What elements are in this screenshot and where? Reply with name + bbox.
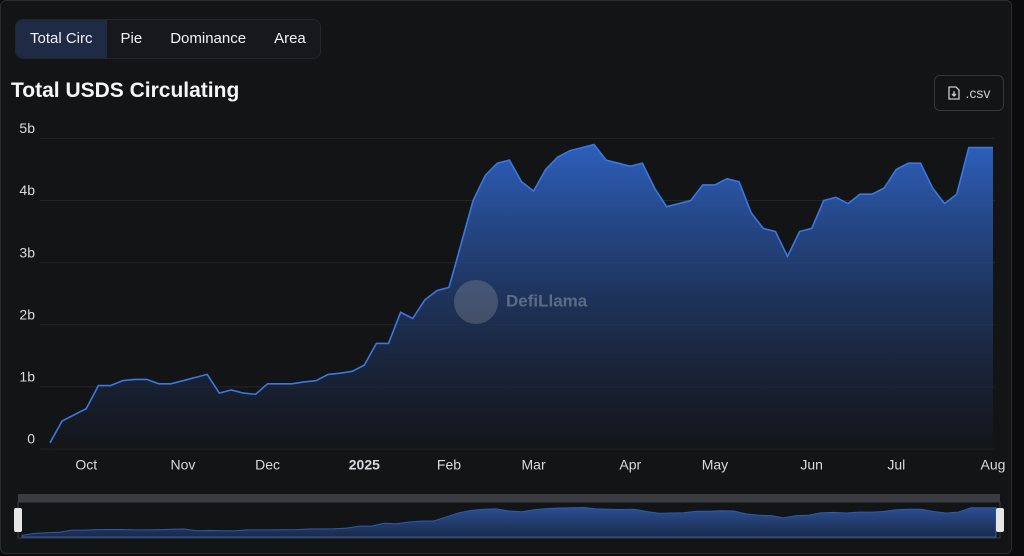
tab[interactable]: Area <box>274 30 306 47</box>
x-tick-label: Aug <box>981 457 1006 473</box>
y-tick-label: 0 <box>27 431 35 447</box>
tab-bar: Total Circ Pie Dominance Area <box>15 19 321 59</box>
watermark-logo <box>454 280 498 324</box>
tab[interactable]: Pie <box>120 30 143 47</box>
slider-right-handle[interactable] <box>996 508 1004 532</box>
watermark-text: DefiLlama <box>506 291 588 310</box>
y-tick-label: 2b <box>19 306 35 322</box>
x-tick-label: Jun <box>800 457 823 473</box>
download-icon <box>947 86 960 100</box>
y-tick-label: 5b <box>19 120 35 136</box>
x-tick-label: Feb <box>437 457 461 473</box>
slider-handle-bar[interactable] <box>18 494 1000 502</box>
x-tick-label: Apr <box>619 457 641 473</box>
y-tick-label: 3b <box>19 244 35 260</box>
overview-area <box>21 506 997 538</box>
y-tick-label: 1b <box>19 369 35 385</box>
line <box>49 143 993 444</box>
x-tick-label: Mar <box>522 457 546 473</box>
csv-button[interactable]: .csv <box>934 75 1004 111</box>
x-tick-label: Dec <box>255 457 280 473</box>
x-tick-label: Oct <box>75 457 97 473</box>
slider-left-handle[interactable] <box>14 508 22 532</box>
chart-title: Total USDS Circulating <box>11 79 240 102</box>
x-tick-label: 2025 <box>349 457 380 473</box>
csv-label: .csv <box>965 85 991 101</box>
x-tick-label: Jul <box>887 457 905 473</box>
x-tick-label: May <box>702 457 728 473</box>
chart: 0 1b 2b 3b 4b 5b Oct Nov Dec 2025 Feb Mar Apr May Jun J… <box>14 120 1006 539</box>
x-tick-label: Nov <box>171 457 196 473</box>
y-tick-label: 4b <box>19 182 35 198</box>
tab[interactable]: Dominance <box>170 30 247 47</box>
watermark: DefiLlama <box>454 280 588 324</box>
area <box>50 144 993 449</box>
tab[interactable]: Total Circ <box>16 20 107 58</box>
